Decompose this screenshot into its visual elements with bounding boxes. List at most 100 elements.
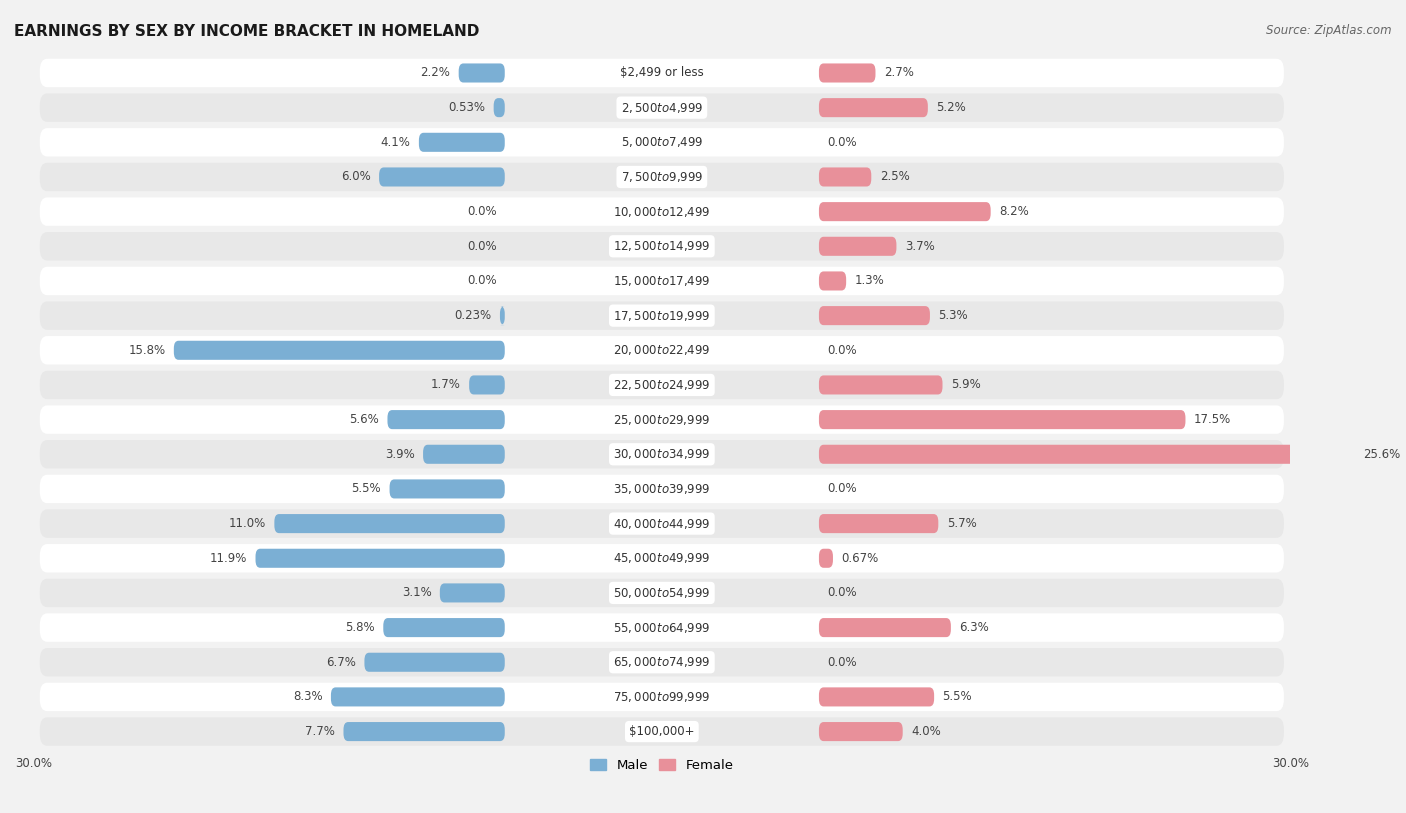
Text: 5.5%: 5.5% <box>942 690 972 703</box>
FancyBboxPatch shape <box>818 618 950 637</box>
FancyBboxPatch shape <box>39 683 1284 711</box>
Text: 15.8%: 15.8% <box>128 344 166 357</box>
FancyBboxPatch shape <box>470 376 505 394</box>
Text: 0.0%: 0.0% <box>467 205 496 218</box>
Text: 6.3%: 6.3% <box>959 621 988 634</box>
Text: 1.3%: 1.3% <box>855 275 884 288</box>
Text: 5.9%: 5.9% <box>950 378 980 391</box>
Text: 17.5%: 17.5% <box>1194 413 1232 426</box>
FancyBboxPatch shape <box>256 549 505 567</box>
Text: $30,000 to $34,999: $30,000 to $34,999 <box>613 447 710 461</box>
Text: $2,499 or less: $2,499 or less <box>620 67 704 80</box>
FancyBboxPatch shape <box>39 302 1284 330</box>
Text: 0.0%: 0.0% <box>467 275 496 288</box>
Text: $20,000 to $22,499: $20,000 to $22,499 <box>613 343 710 357</box>
Text: $40,000 to $44,999: $40,000 to $44,999 <box>613 516 710 531</box>
Text: 0.0%: 0.0% <box>827 482 856 495</box>
FancyBboxPatch shape <box>39 475 1284 503</box>
Text: 3.1%: 3.1% <box>402 586 432 599</box>
FancyBboxPatch shape <box>174 341 505 360</box>
FancyBboxPatch shape <box>39 544 1284 572</box>
FancyBboxPatch shape <box>440 584 505 602</box>
FancyBboxPatch shape <box>39 440 1284 468</box>
Text: $12,500 to $14,999: $12,500 to $14,999 <box>613 239 710 254</box>
FancyBboxPatch shape <box>818 63 876 82</box>
Text: $100,000+: $100,000+ <box>628 725 695 738</box>
Text: 5.5%: 5.5% <box>352 482 381 495</box>
FancyBboxPatch shape <box>39 613 1284 641</box>
Text: $75,000 to $99,999: $75,000 to $99,999 <box>613 690 710 704</box>
FancyBboxPatch shape <box>458 63 505 82</box>
Text: 8.2%: 8.2% <box>1000 205 1029 218</box>
FancyBboxPatch shape <box>39 59 1284 87</box>
FancyBboxPatch shape <box>818 98 928 117</box>
FancyBboxPatch shape <box>384 618 505 637</box>
Text: 8.3%: 8.3% <box>292 690 322 703</box>
Text: $50,000 to $54,999: $50,000 to $54,999 <box>613 586 710 600</box>
Text: $7,500 to $9,999: $7,500 to $9,999 <box>620 170 703 184</box>
Text: 2.5%: 2.5% <box>880 171 910 184</box>
Text: 5.6%: 5.6% <box>349 413 380 426</box>
FancyBboxPatch shape <box>818 687 934 706</box>
FancyBboxPatch shape <box>39 648 1284 676</box>
FancyBboxPatch shape <box>364 653 505 672</box>
Text: 5.2%: 5.2% <box>936 101 966 114</box>
FancyBboxPatch shape <box>39 198 1284 226</box>
FancyBboxPatch shape <box>39 267 1284 295</box>
Text: 1.7%: 1.7% <box>430 378 461 391</box>
Text: 2.2%: 2.2% <box>420 67 450 80</box>
Text: $22,500 to $24,999: $22,500 to $24,999 <box>613 378 710 392</box>
FancyBboxPatch shape <box>494 98 505 117</box>
Text: 5.7%: 5.7% <box>946 517 976 530</box>
Text: 4.1%: 4.1% <box>381 136 411 149</box>
FancyBboxPatch shape <box>818 272 846 290</box>
Text: 11.0%: 11.0% <box>229 517 266 530</box>
Text: $2,500 to $4,999: $2,500 to $4,999 <box>620 101 703 115</box>
FancyBboxPatch shape <box>818 376 942 394</box>
Text: 4.0%: 4.0% <box>911 725 941 738</box>
Text: 0.0%: 0.0% <box>827 344 856 357</box>
FancyBboxPatch shape <box>39 232 1284 260</box>
FancyBboxPatch shape <box>39 93 1284 122</box>
Legend: Male, Female: Male, Female <box>585 754 738 777</box>
FancyBboxPatch shape <box>380 167 505 186</box>
FancyBboxPatch shape <box>274 514 505 533</box>
Text: 3.7%: 3.7% <box>905 240 935 253</box>
FancyBboxPatch shape <box>39 510 1284 538</box>
FancyBboxPatch shape <box>501 306 505 325</box>
FancyBboxPatch shape <box>818 514 938 533</box>
Text: 0.67%: 0.67% <box>841 552 879 565</box>
Text: 3.9%: 3.9% <box>385 448 415 461</box>
Text: $35,000 to $39,999: $35,000 to $39,999 <box>613 482 710 496</box>
FancyBboxPatch shape <box>818 410 1185 429</box>
FancyBboxPatch shape <box>818 722 903 741</box>
Text: 0.0%: 0.0% <box>827 656 856 669</box>
FancyBboxPatch shape <box>39 128 1284 157</box>
Text: 11.9%: 11.9% <box>209 552 247 565</box>
FancyBboxPatch shape <box>343 722 505 741</box>
FancyBboxPatch shape <box>818 237 897 256</box>
FancyBboxPatch shape <box>818 445 1355 463</box>
Text: $55,000 to $64,999: $55,000 to $64,999 <box>613 620 710 635</box>
FancyBboxPatch shape <box>419 133 505 152</box>
FancyBboxPatch shape <box>39 336 1284 364</box>
Text: EARNINGS BY SEX BY INCOME BRACKET IN HOMELAND: EARNINGS BY SEX BY INCOME BRACKET IN HOM… <box>14 24 479 39</box>
Text: 0.0%: 0.0% <box>827 136 856 149</box>
Text: 0.53%: 0.53% <box>449 101 485 114</box>
Text: 5.8%: 5.8% <box>346 621 375 634</box>
FancyBboxPatch shape <box>818 167 872 186</box>
Text: $10,000 to $12,499: $10,000 to $12,499 <box>613 205 710 219</box>
Text: 2.7%: 2.7% <box>884 67 914 80</box>
Text: $45,000 to $49,999: $45,000 to $49,999 <box>613 551 710 565</box>
Text: $17,500 to $19,999: $17,500 to $19,999 <box>613 309 710 323</box>
Text: $65,000 to $74,999: $65,000 to $74,999 <box>613 655 710 669</box>
FancyBboxPatch shape <box>388 410 505 429</box>
FancyBboxPatch shape <box>818 202 991 221</box>
FancyBboxPatch shape <box>39 371 1284 399</box>
FancyBboxPatch shape <box>39 579 1284 607</box>
Text: $25,000 to $29,999: $25,000 to $29,999 <box>613 413 710 427</box>
Text: 7.7%: 7.7% <box>305 725 335 738</box>
FancyBboxPatch shape <box>818 549 832 567</box>
Text: 0.23%: 0.23% <box>454 309 492 322</box>
Text: 6.7%: 6.7% <box>326 656 356 669</box>
